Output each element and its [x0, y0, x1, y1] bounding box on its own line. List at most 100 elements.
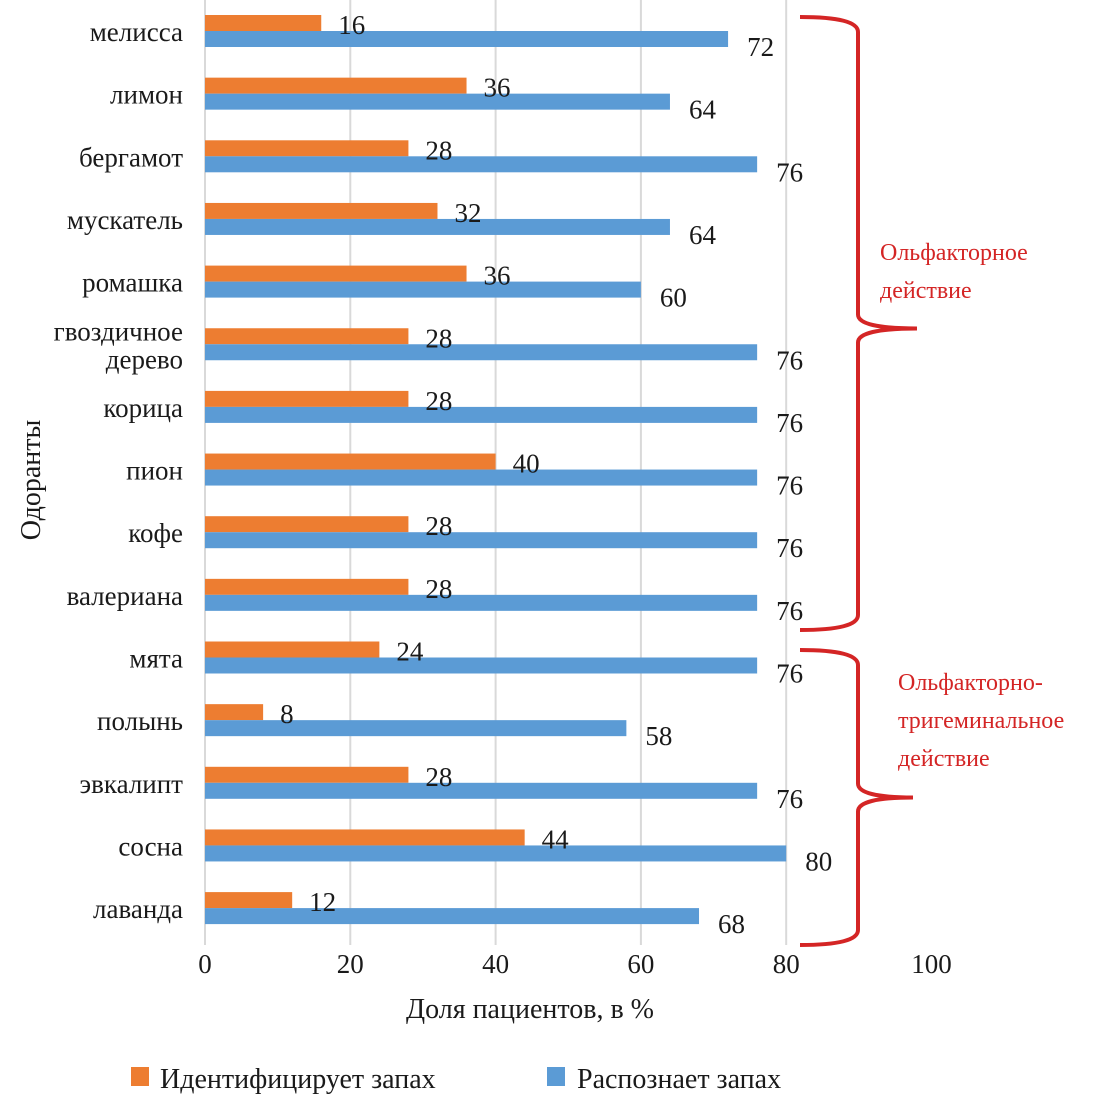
- group-label: действие: [898, 746, 990, 772]
- bar-recognizes: [205, 532, 758, 549]
- category-label: мускатель: [67, 205, 183, 235]
- value-label-identifies: 8: [280, 699, 294, 729]
- x-tick-label: 80: [773, 949, 800, 979]
- category-label: мята: [129, 644, 183, 674]
- bar-recognizes: [205, 845, 787, 862]
- value-label-recognizes: 76: [776, 471, 803, 501]
- group-label: Ольфакторно-: [898, 670, 1043, 696]
- value-label-identifies: 32: [454, 198, 481, 228]
- category-label: пион: [126, 456, 183, 486]
- value-label-identifies: 16: [338, 10, 365, 40]
- value-label-recognizes: 64: [689, 95, 717, 125]
- category-label: сосна: [118, 831, 183, 861]
- value-label-identifies: 28: [425, 511, 452, 541]
- bar-identifies: [205, 892, 293, 909]
- bar-identifies: [205, 77, 467, 94]
- y-axis-title: Одоранты: [16, 420, 47, 541]
- bar-identifies: [205, 766, 409, 783]
- bar-identifies: [205, 516, 409, 533]
- legend-label-identifies: Идентифицирует запах: [160, 1064, 436, 1095]
- legend: Идентифицирует запах Распознает запах: [131, 1064, 781, 1095]
- category-label: валериана: [67, 581, 183, 611]
- bar-recognizes: [205, 720, 627, 737]
- value-label-identifies: 28: [425, 386, 452, 416]
- category-label: кофе: [128, 518, 183, 548]
- value-label-recognizes: 58: [645, 721, 672, 751]
- category-label: эвкалипт: [80, 769, 184, 799]
- group-label: тригеминальное: [898, 708, 1064, 734]
- value-label-identifies: 40: [513, 449, 540, 479]
- value-label-recognizes: 76: [776, 659, 803, 689]
- group-label: Ольфакторное: [880, 240, 1028, 266]
- category-label: дерево: [106, 344, 183, 374]
- group-label: действие: [880, 278, 972, 304]
- group-annotations: Ольфакторное действие Ольфакторно-тригемин…: [799, 15, 1064, 947]
- value-label-recognizes: 64: [689, 220, 717, 250]
- bars: [205, 15, 787, 925]
- brace-bracket: [799, 648, 914, 947]
- bar-recognizes: [205, 782, 758, 799]
- bar-recognizes: [205, 469, 758, 486]
- bar-identifies: [205, 578, 409, 595]
- bar-recognizes: [205, 344, 758, 361]
- bar-identifies: [205, 15, 322, 31]
- category-label: ромашка: [82, 268, 183, 298]
- value-label-recognizes: 76: [776, 408, 803, 438]
- bar-recognizes: [205, 908, 700, 925]
- value-label-recognizes: 60: [660, 283, 687, 313]
- bar-identifies: [205, 202, 438, 219]
- legend-swatch-recognizes: [547, 1067, 565, 1086]
- brace-bracket: [799, 15, 918, 632]
- x-tick-label: 100: [911, 949, 952, 979]
- bar-identifies: [205, 140, 409, 157]
- value-label-identifies: 44: [542, 824, 570, 854]
- category-label: мелисса: [90, 17, 183, 47]
- category-label: бергамот: [79, 142, 183, 172]
- x-tick-label: 40: [482, 949, 509, 979]
- x-tick-label: 0: [198, 949, 212, 979]
- value-label-identifies: 28: [425, 762, 452, 792]
- bar-identifies: [205, 328, 409, 345]
- legend-swatch-identifies: [131, 1067, 149, 1086]
- value-label-recognizes: 72: [747, 32, 774, 62]
- value-labels: 16 72 36 64 28 76 32 64 36 60 28 76 28 76 40 76 28 76 28 76…: [280, 10, 832, 939]
- category-labels: мелисса лимон бергамот мускатель ромашка гвоз…: [54, 17, 184, 924]
- bar-identifies: [205, 390, 409, 407]
- bar-recognizes: [205, 657, 758, 674]
- value-label-recognizes: 68: [718, 909, 745, 939]
- value-label-recognizes: 76: [776, 784, 803, 814]
- bar-recognizes: [205, 218, 670, 235]
- value-label-recognizes: 80: [805, 846, 832, 876]
- value-label-identifies: 12: [309, 887, 336, 917]
- bar-identifies: [205, 704, 264, 721]
- x-tick-labels: 0 20 40 60 80 100: [198, 949, 952, 979]
- bar-identifies: [205, 829, 525, 846]
- bar-recognizes: [205, 156, 758, 173]
- category-label: лимон: [110, 80, 183, 110]
- category-label: лаванда: [93, 894, 183, 924]
- bar-recognizes: [205, 281, 641, 298]
- bar-identifies: [205, 641, 380, 658]
- x-tick-label: 20: [337, 949, 364, 979]
- value-label-identifies: 24: [396, 637, 424, 667]
- category-label: корица: [103, 393, 183, 423]
- value-label-identifies: 36: [484, 261, 511, 291]
- bar-identifies: [205, 265, 467, 282]
- value-label-recognizes: 76: [776, 345, 803, 375]
- value-label-identifies: 28: [425, 323, 452, 353]
- bar-recognizes: [205, 406, 758, 423]
- bar-identifies: [205, 453, 496, 470]
- bar-recognizes: [205, 93, 670, 110]
- value-label-recognizes: 76: [776, 533, 803, 563]
- legend-label-recognizes: Распознает запах: [577, 1064, 781, 1095]
- bar-recognizes: [205, 31, 729, 47]
- category-label: гвоздичное: [54, 316, 183, 346]
- value-label-identifies: 36: [484, 73, 511, 103]
- category-label: полынь: [97, 706, 183, 736]
- value-label-identifies: 28: [425, 574, 452, 604]
- bar-recognizes: [205, 594, 758, 611]
- x-tick-label: 60: [627, 949, 654, 979]
- value-label-identifies: 28: [425, 135, 452, 165]
- value-label-recognizes: 76: [776, 157, 803, 187]
